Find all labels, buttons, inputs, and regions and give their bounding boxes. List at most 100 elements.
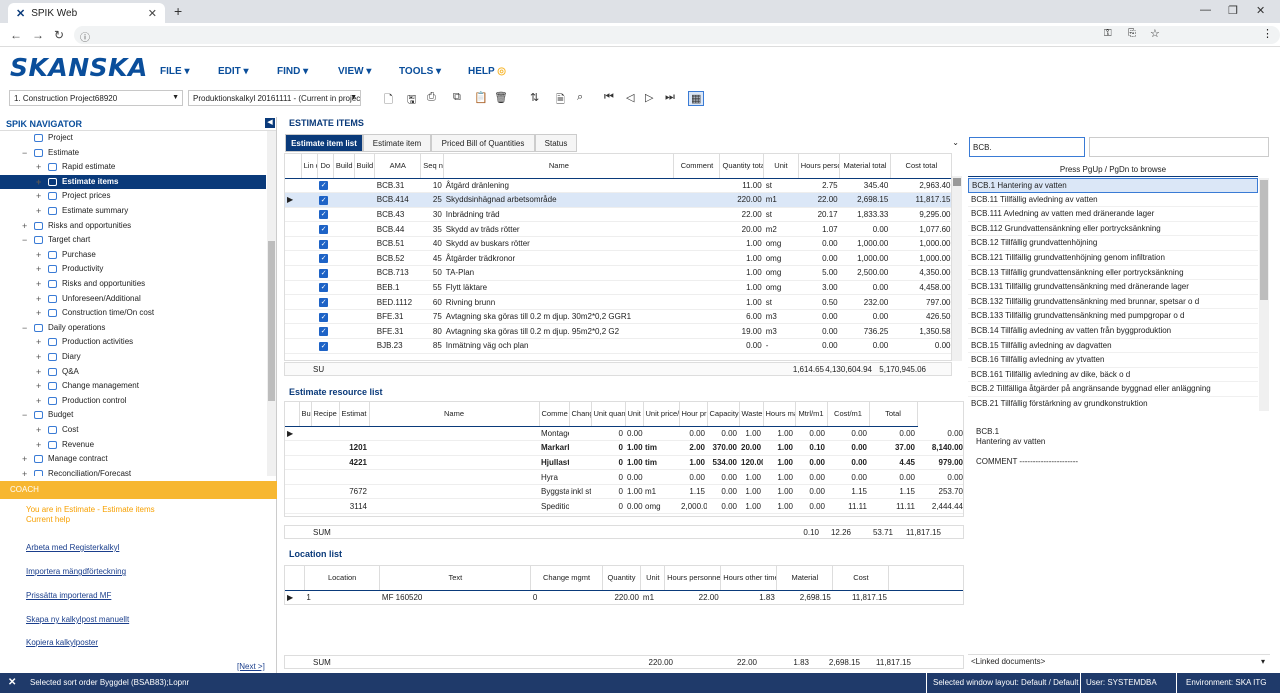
tree-item[interactable]: + Estimate items (0, 174, 266, 189)
bookmark-star-icon[interactable]: ☆ (1150, 28, 1160, 40)
done-checkbox[interactable]: ✓ (317, 323, 334, 340)
minimize-icon[interactable]: — (1200, 4, 1211, 16)
expand-icon[interactable]: + (36, 279, 42, 289)
code-list-item[interactable]: BCB.14 Tillfällig avledning av vatten fr… (968, 324, 1258, 339)
expand-icon[interactable]: + (36, 249, 42, 260)
collapse-icon[interactable]: − (22, 147, 28, 158)
tree-item[interactable]: + Risks and opportunities (0, 219, 266, 233)
table-row[interactable]: ▶ 1 MF 160520 0 220.00 m1 22.00 1.83 2,698.15 11,… (285, 590, 963, 604)
expand-icon[interactable]: + (22, 454, 28, 465)
tree-item[interactable]: + Cost (0, 423, 266, 437)
table-row[interactable]: ✓ BCB.51 40 Skydd av buskars rötter 1.00 omg 0… (285, 236, 951, 252)
menu-help[interactable]: HELP ◎ (468, 66, 507, 77)
code-list-item[interactable]: BCB.133 Tillfällig grundvattensänkning m… (968, 309, 1258, 324)
tree-item[interactable]: + Production activities (0, 335, 266, 349)
table-row[interactable]: 1201 Markarbetare 2 man 01.000tim2.00370.0… (285, 440, 963, 456)
column-header[interactable]: Chang mgmt (569, 402, 592, 427)
tree-item[interactable]: + Project prices (0, 189, 266, 203)
column-header[interactable]: Location (304, 566, 381, 591)
tree-item[interactable]: + Construction time/On cost (0, 306, 266, 320)
delete-icon[interactable]: 🗑 (494, 92, 508, 104)
expand-icon[interactable]: + (36, 293, 42, 304)
menu-edit[interactable]: EDIT ▾ (218, 66, 249, 77)
calculation-select[interactable]: Produktionskalkyl 20161111 - (Current in… (188, 90, 361, 106)
done-checkbox[interactable]: ✓ (317, 236, 334, 252)
save-icon[interactable]: 🖫 (407, 94, 417, 106)
table-row[interactable]: ✓ BCB.31 10 Åtgärd dränlening 11.00 st 2.75 345… (285, 178, 951, 194)
items-scroll-thumb[interactable] (953, 178, 961, 186)
table-row[interactable]: Hyra00.0000.000.001.001.000.000.000.000.… (285, 469, 963, 485)
column-header[interactable]: Cost/m1 (827, 402, 870, 427)
menu-file[interactable]: FILE ▾ (160, 66, 190, 77)
column-header[interactable]: Unit (640, 566, 666, 591)
menu-tools[interactable]: TOOLS ▾ (399, 66, 442, 77)
code-list-item[interactable]: BCB.161 Tillfällig avledning av dike, bä… (968, 368, 1258, 383)
table-row[interactable]: ✓ BFE.31 80 Avtagning ska göras till 0.2 m … (285, 323, 951, 340)
column-header[interactable]: Mtrl/m1 (795, 402, 828, 427)
column-header[interactable]: Waste (739, 402, 764, 427)
table-row[interactable]: ▶ ✓ BCB.414 25 Skyddsinhägnad arbetsområde 22… (285, 192, 951, 208)
code-list-item[interactable]: BCB.112 Grundvattensänkning eller portry… (968, 222, 1258, 237)
column-header[interactable]: Estimat resourc (339, 402, 370, 427)
column-header[interactable]: Text (379, 566, 532, 591)
done-checkbox[interactable]: ✓ (317, 178, 334, 194)
column-header[interactable]: Hours personnel (664, 566, 722, 591)
code-list-item[interactable]: BCB.11 Tillfällig avledning av vatten (968, 193, 1258, 208)
table-row[interactable]: ✓ BCB.713 50 TA-Plan 1.00 omg 5.00 2,500.00 4,35… (285, 265, 951, 281)
expand-icon[interactable]: + (36, 206, 42, 216)
paste-icon[interactable]: 📋 (474, 92, 488, 104)
coach-link[interactable]: Kopiera kalkylposter (26, 638, 99, 647)
coach-link[interactable]: Prissätta importerad MF (26, 591, 112, 600)
column-header[interactable]: Quantity (602, 566, 642, 591)
expand-icon[interactable]: + (36, 439, 42, 450)
column-header[interactable]: Quantity total (719, 154, 765, 179)
done-checkbox[interactable]: ✓ (317, 309, 334, 325)
column-header[interactable]: Hours personne (798, 154, 841, 179)
done-checkbox[interactable]: ✓ (317, 280, 334, 296)
column-header[interactable]: Capacity (707, 402, 740, 427)
linked-documents-select[interactable]: <Linked documents> ▾ (968, 654, 1270, 668)
code-list-item[interactable]: BCB.131 Tillfällig grundvattensänkning m… (968, 280, 1258, 295)
code-list-item[interactable]: BCB.121 Tillfällig grundvattenhöjning ge… (968, 251, 1258, 266)
tree-item[interactable]: − Estimate (0, 146, 266, 160)
done-checkbox[interactable]: ✓ (317, 338, 334, 354)
column-header[interactable]: Build part (354, 154, 376, 179)
table-row[interactable]: ✓ BJB.23 85 Inmätning väg och plan 0.00-0.00… (285, 338, 951, 354)
code-list-item[interactable]: BCB.1 Hantering av vatten (968, 178, 1258, 193)
table-row[interactable]: ✓ BCB.44 35 Skydd av träds rötter 20.00 m2 1.0… (285, 221, 951, 237)
table-row[interactable]: ▶Montage00.0000.000.001.001.000.000.000.… (285, 426, 963, 442)
url-field[interactable]: ⓘ ⚿ ⎘ ☆ (74, 26, 1280, 44)
done-checkbox[interactable]: ✓ (317, 192, 334, 208)
column-header[interactable]: Build part (333, 154, 355, 179)
table-row[interactable]: 3114 Speditionstransporter 00.006omg2,000.… (285, 498, 963, 515)
tree-item[interactable]: + Purchase (0, 248, 266, 262)
tree-item[interactable]: + Q&A (0, 365, 266, 379)
tree-item[interactable]: + Manage contract (0, 452, 266, 466)
done-checkbox[interactable]: ✓ (317, 207, 334, 223)
new-document-icon[interactable]: 🗋 (384, 94, 393, 106)
maximize-icon[interactable]: ❐ (1228, 5, 1238, 17)
tab-status[interactable]: Status (535, 134, 577, 152)
code-search-input[interactable]: BCB. (969, 137, 1085, 157)
expand-icon[interactable]: + (36, 337, 42, 348)
tree-item[interactable]: + Change management (0, 379, 266, 393)
code-list-item[interactable]: BCB.16 Tillfällig avledning av ytvatten (968, 353, 1258, 368)
menu-view[interactable]: VIEW ▾ (338, 66, 372, 77)
done-checkbox[interactable]: ✓ (317, 250, 334, 267)
window-close-icon[interactable]: ✕ (1256, 5, 1266, 17)
collapse-icon[interactable]: − (22, 322, 28, 333)
code-list-scrollbar[interactable] (1259, 178, 1269, 411)
code-list-item[interactable]: BCB.2 Tillfälliga åtgärder på angränsand… (968, 382, 1258, 397)
expand-icon[interactable]: + (36, 352, 42, 362)
tabs-dropdown-icon[interactable]: ⌄ (952, 138, 959, 147)
key-icon[interactable]: ⚿ (1104, 28, 1112, 39)
tab-estimate-item-list[interactable]: Estimate item list (285, 134, 363, 152)
expand-icon[interactable]: + (36, 191, 42, 202)
window-layout-icon[interactable]: ▦ (688, 91, 705, 106)
forward-icon[interactable]: → (32, 28, 44, 42)
column-header[interactable]: Hour price (679, 402, 708, 427)
collapse-icon[interactable]: − (22, 235, 28, 246)
expand-icon[interactable]: + (36, 308, 42, 319)
column-header[interactable]: Cost total (890, 154, 951, 179)
